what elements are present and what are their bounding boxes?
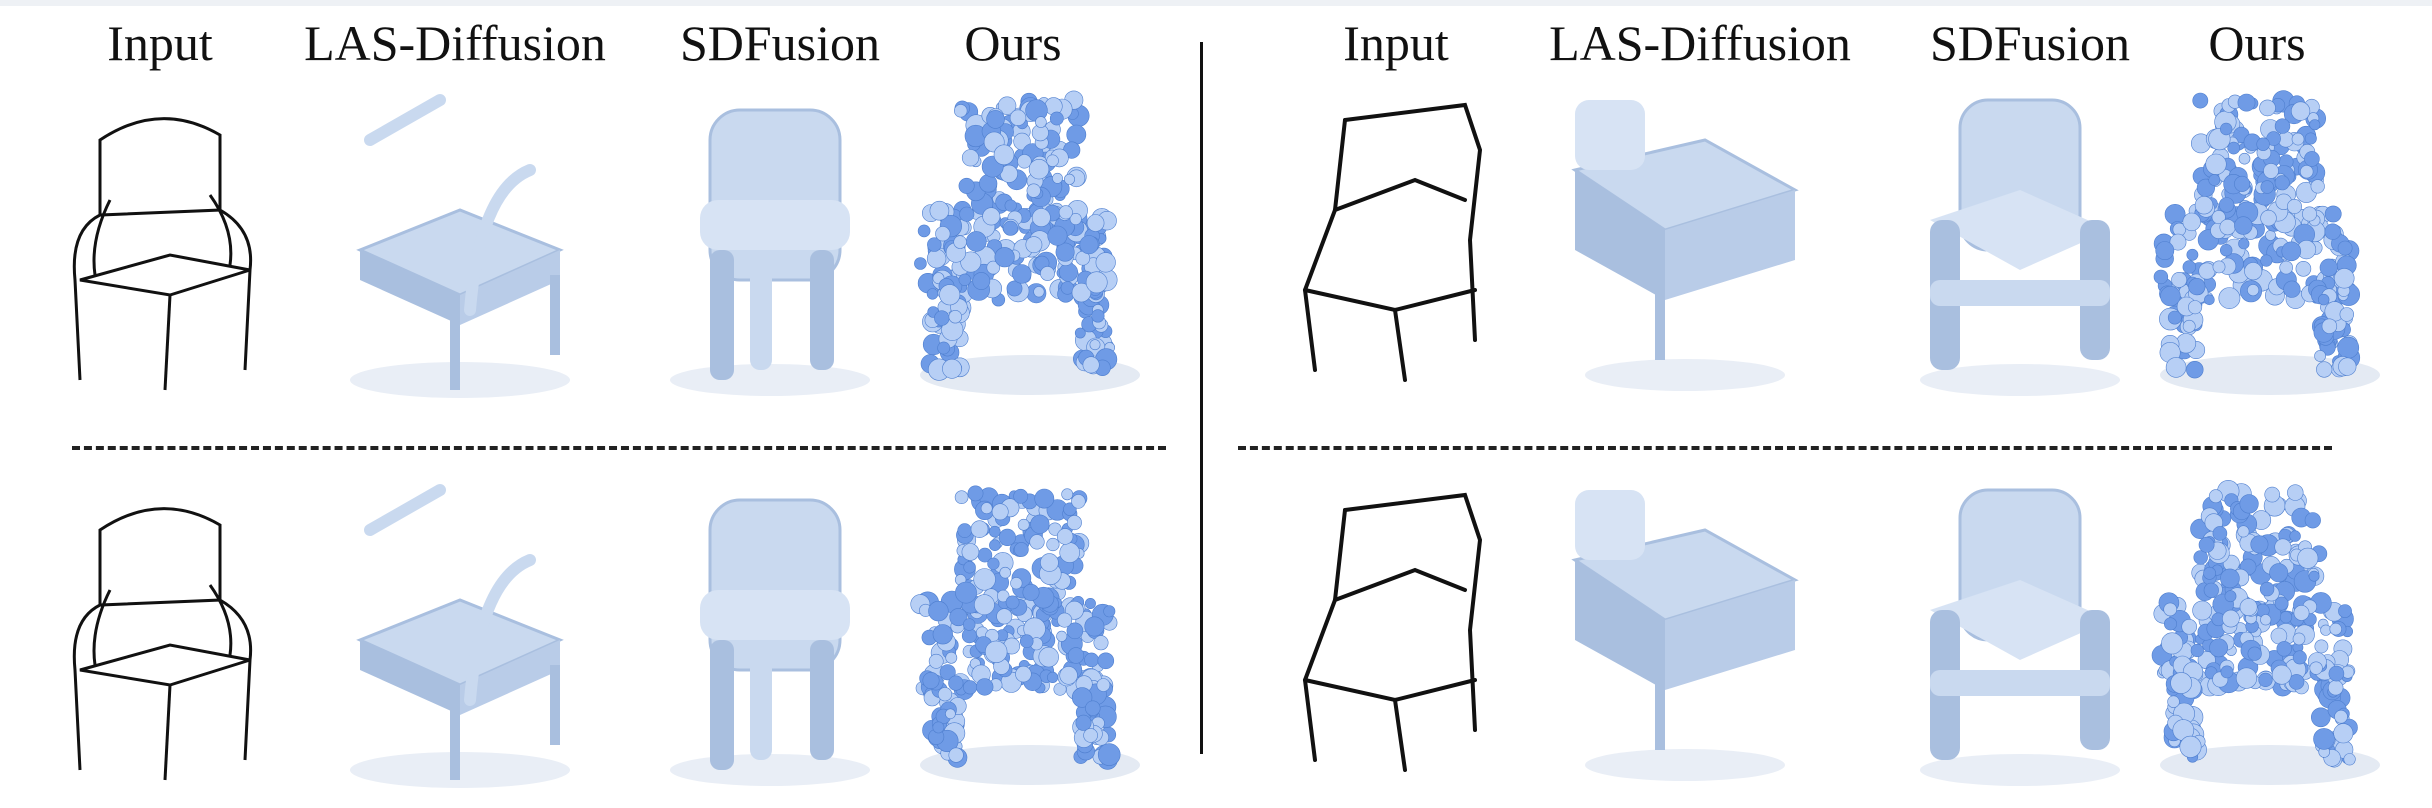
result-left-bottom-input	[40, 470, 290, 800]
chair-mesh-render	[670, 108, 870, 396]
result-right-top-sdfusion	[1890, 80, 2140, 410]
result-left-top-las-diffusion	[330, 80, 580, 410]
result-right-bottom-sdfusion	[1890, 470, 2140, 800]
result-left-top-input	[40, 80, 290, 410]
chair-sphere-render	[914, 90, 1140, 395]
result-right-bottom-ours	[2130, 470, 2380, 800]
chair-mesh-render	[1920, 98, 2120, 396]
chair-mesh-render	[350, 94, 570, 398]
chair-sketch	[1302, 102, 1483, 382]
chair-sphere-render	[2151, 480, 2380, 785]
chair-sketch	[1302, 492, 1483, 772]
header-left-sdfusion: SDFusion	[679, 15, 881, 71]
chair-sketch	[72, 507, 253, 781]
chair-mesh-render	[1571, 490, 1799, 781]
result-right-top-ours	[2130, 80, 2380, 410]
header-right-ours: Ours	[2208, 15, 2306, 71]
chair-sphere-render	[2153, 90, 2380, 395]
vertical-divider	[1200, 42, 1203, 754]
header-left-input: Input	[107, 15, 213, 71]
chair-mesh-render	[1920, 488, 2120, 786]
chair-mesh-render	[670, 498, 870, 786]
result-right-top-las-diffusion	[1555, 80, 1805, 410]
header-right-las-diffusion: LAS-Diffusion	[1549, 15, 1851, 71]
chair-mesh-render	[1571, 100, 1799, 391]
header-right-input: Input	[1343, 15, 1449, 71]
result-left-bottom-las-diffusion	[330, 470, 580, 800]
result-left-bottom-sdfusion	[640, 470, 890, 800]
result-left-top-sdfusion	[640, 80, 890, 410]
result-right-top-input	[1275, 80, 1525, 410]
header-left-las-diffusion: LAS-Diffusion	[304, 15, 606, 71]
dashed-divider-left	[72, 446, 1166, 450]
result-left-bottom-ours	[890, 470, 1140, 800]
dashed-divider-right	[1238, 446, 2332, 450]
result-right-bottom-las-diffusion	[1555, 470, 1805, 800]
header-left-ours: Ours	[964, 15, 1062, 71]
top-border	[0, 0, 2432, 6]
result-left-top-ours	[890, 80, 1140, 410]
result-right-bottom-input	[1275, 470, 1525, 800]
header-right-sdfusion: SDFusion	[1929, 15, 2131, 71]
chair-mesh-render	[350, 484, 570, 788]
chair-sphere-render	[910, 485, 1140, 785]
chair-sketch	[72, 117, 253, 391]
